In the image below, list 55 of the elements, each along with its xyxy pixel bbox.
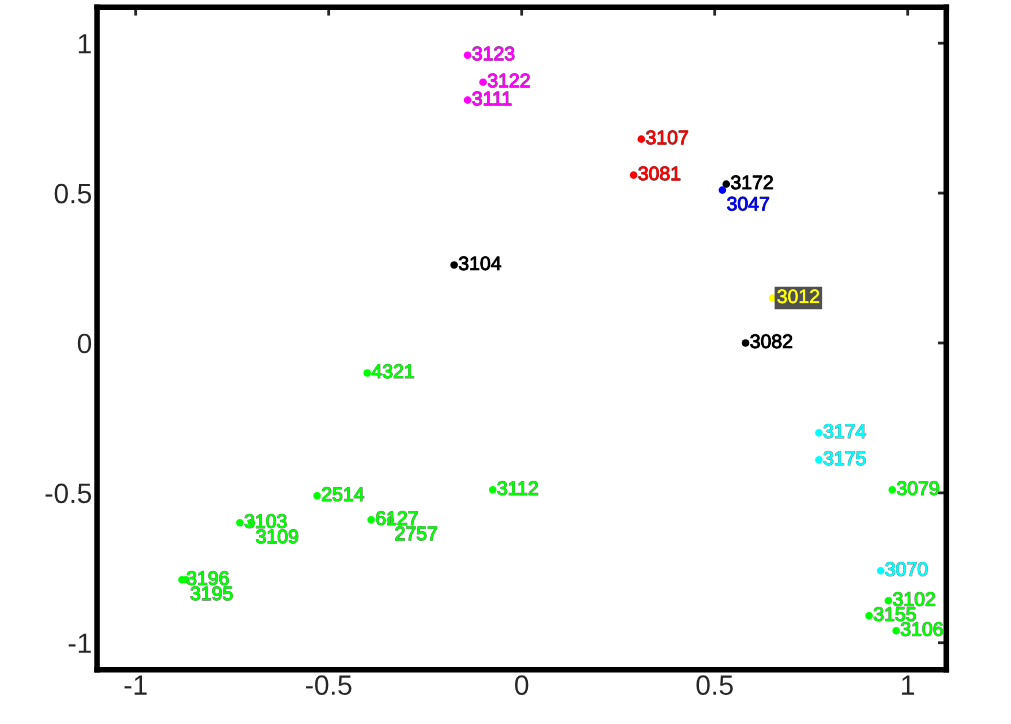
annotation: 3047 bbox=[727, 196, 769, 211]
annotation: 3122 bbox=[487, 73, 530, 88]
point bbox=[479, 78, 487, 86]
annotation: 3081 bbox=[638, 166, 681, 181]
annotation: 3112 bbox=[497, 481, 538, 496]
point bbox=[884, 596, 893, 605]
point bbox=[463, 51, 472, 59]
point bbox=[637, 135, 646, 143]
annotation: 2514 bbox=[322, 487, 364, 502]
annotation: 3104 bbox=[459, 256, 501, 271]
annotation: 3196 bbox=[186, 571, 229, 585]
y-tick-label: 0.5 bbox=[54, 183, 92, 204]
x-tick-label: 0 bbox=[515, 675, 529, 695]
annotation: 3107 bbox=[646, 130, 688, 145]
y-tick-label: -1 bbox=[68, 633, 91, 653]
point bbox=[815, 456, 823, 464]
annotation: 3111 bbox=[472, 91, 512, 106]
point bbox=[888, 486, 897, 494]
point bbox=[741, 339, 750, 347]
point bbox=[463, 96, 472, 104]
point bbox=[865, 611, 873, 620]
point bbox=[876, 566, 885, 575]
annotation: 3106 bbox=[901, 622, 943, 636]
point bbox=[236, 519, 244, 527]
point bbox=[629, 171, 638, 179]
y-tick-label: -0.5 bbox=[45, 483, 92, 504]
y-tick-label: 1 bbox=[78, 34, 91, 54]
point bbox=[718, 186, 727, 194]
annotation: 3012 bbox=[777, 289, 820, 304]
annotation: 3172 bbox=[731, 175, 773, 190]
annotation: 2757 bbox=[395, 526, 437, 541]
point bbox=[815, 429, 823, 437]
annotation: 4321 bbox=[371, 364, 414, 379]
annotation: 3082 bbox=[750, 334, 793, 349]
point bbox=[488, 486, 497, 494]
point bbox=[367, 516, 375, 524]
x-tick-label: 1 bbox=[902, 675, 915, 695]
y-tick-label: 0 bbox=[77, 333, 92, 354]
annotation: 3123 bbox=[472, 46, 515, 61]
point bbox=[450, 261, 458, 269]
x-tick-label: -1 bbox=[124, 675, 147, 695]
point bbox=[892, 626, 900, 635]
x-tick-label: 0.5 bbox=[696, 675, 733, 695]
annotation: 3102 bbox=[893, 592, 935, 606]
annotation: 3155 bbox=[874, 607, 916, 621]
point bbox=[363, 369, 372, 377]
annotation: 3070 bbox=[885, 562, 928, 576]
annotation: 3109 bbox=[256, 529, 298, 544]
annotation: 3195 bbox=[190, 586, 233, 601]
annotation: 3079 bbox=[897, 481, 939, 496]
x-tick-label: -0.5 bbox=[305, 675, 352, 695]
annotation: 3174 bbox=[823, 424, 866, 439]
point bbox=[313, 492, 321, 500]
annotation: 3175 bbox=[823, 451, 866, 466]
point bbox=[722, 180, 731, 188]
